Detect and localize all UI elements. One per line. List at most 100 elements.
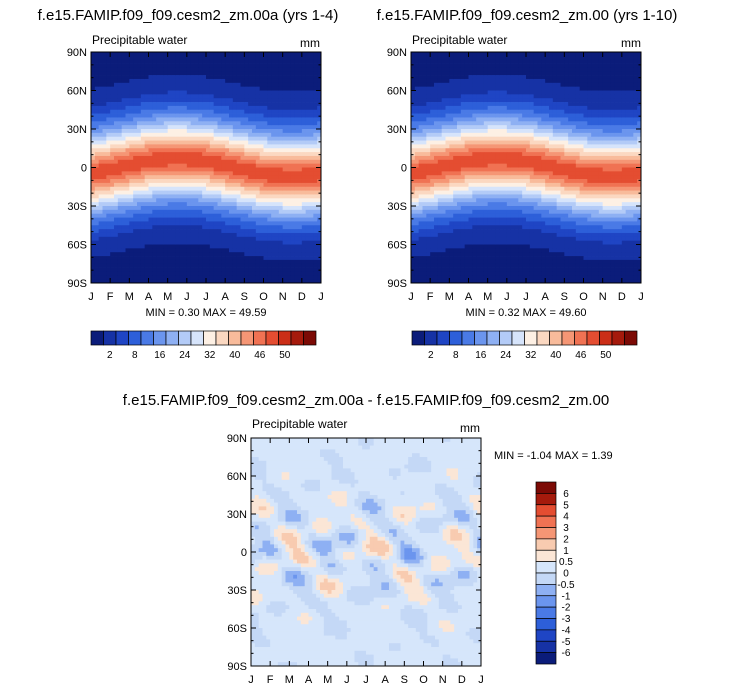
field-cell	[290, 167, 295, 172]
field-cell	[301, 232, 307, 238]
field-cell	[294, 175, 299, 180]
field-cell	[125, 159, 130, 164]
field-cell	[480, 225, 485, 230]
field-cell	[232, 159, 238, 164]
field-cell	[480, 206, 485, 211]
field-cell	[255, 129, 261, 134]
field-cell	[179, 244, 184, 249]
field-cell	[129, 86, 134, 91]
field-cell	[114, 259, 119, 265]
field-cell	[483, 190, 489, 195]
field-cell	[255, 217, 261, 222]
field-cell	[179, 263, 184, 268]
field-cell	[411, 186, 416, 191]
field-cell	[449, 229, 454, 234]
field-cell	[278, 221, 284, 226]
field-cell	[163, 98, 169, 103]
field-cell	[472, 213, 477, 218]
field-cell	[140, 213, 146, 218]
field-cell	[437, 259, 443, 265]
field-cell	[160, 244, 165, 249]
field-cell	[317, 109, 322, 114]
field-cell	[430, 98, 435, 103]
field-cell	[202, 232, 207, 238]
field-cell	[163, 90, 169, 95]
field-cell	[263, 209, 268, 215]
field-cell	[179, 275, 184, 280]
field-cell	[286, 144, 291, 149]
field-cell	[252, 105, 257, 111]
field-cell	[102, 221, 107, 226]
field-cell	[129, 209, 134, 215]
field-cell	[156, 217, 161, 222]
field-cell	[194, 75, 199, 80]
field-cell	[198, 175, 203, 180]
field-cell	[457, 90, 462, 95]
field-cell	[298, 167, 303, 172]
field-cell	[282, 221, 287, 226]
field-cell	[414, 109, 420, 114]
field-cell	[422, 244, 427, 249]
field-cell	[298, 190, 303, 195]
field-cell	[464, 94, 469, 99]
field-cell	[437, 213, 443, 218]
field-cell	[106, 144, 111, 149]
field-cell	[282, 229, 287, 234]
field-cell	[252, 94, 257, 99]
field-cell	[179, 75, 184, 80]
field-cell	[163, 263, 169, 268]
field-cell	[418, 113, 423, 118]
field-cell	[476, 179, 481, 184]
field-cell	[179, 259, 184, 265]
field-cell	[271, 248, 276, 253]
field-cell	[110, 52, 115, 57]
field-cell	[255, 55, 261, 61]
field-cell	[430, 94, 435, 99]
field-cell	[229, 140, 234, 145]
field-cell	[298, 221, 303, 226]
field-cell	[217, 194, 222, 199]
field-cell	[255, 259, 261, 265]
field-cell	[179, 105, 184, 111]
field-cell	[117, 148, 123, 153]
field-cell	[98, 113, 103, 118]
field-cell	[140, 209, 146, 215]
field-cell	[426, 213, 431, 218]
field-cell	[240, 55, 245, 61]
field-cell	[244, 144, 249, 149]
field-cell	[190, 152, 195, 157]
field-cell	[240, 240, 245, 245]
field-cell	[190, 186, 195, 191]
field-cell	[91, 279, 96, 284]
field-cell	[121, 202, 126, 207]
field-cell	[148, 229, 153, 234]
field-cell	[133, 263, 138, 268]
field-cell	[206, 244, 211, 249]
field-cell	[133, 90, 138, 95]
field-cell	[183, 159, 188, 164]
field-cell	[464, 256, 469, 261]
field-cell	[483, 256, 489, 261]
field-cell	[453, 171, 458, 176]
field-cell	[263, 217, 268, 222]
field-cell	[179, 271, 184, 276]
field-cell	[259, 275, 264, 280]
field-cell	[213, 132, 218, 138]
field-cell	[114, 102, 119, 107]
field-cell	[148, 194, 153, 199]
field-cell	[186, 90, 192, 95]
field-cell	[290, 102, 295, 107]
field-cell	[94, 213, 100, 218]
field-cell	[190, 140, 195, 145]
field-cell	[418, 259, 423, 265]
field-cell	[418, 179, 423, 184]
field-cell	[313, 213, 318, 218]
field-cell	[294, 275, 299, 280]
field-cell	[457, 217, 462, 222]
field-cell	[445, 248, 450, 253]
field-cell	[163, 213, 169, 218]
field-cell	[186, 232, 192, 238]
field-cell	[437, 221, 443, 226]
field-cell	[464, 190, 469, 195]
field-cell	[298, 102, 303, 107]
